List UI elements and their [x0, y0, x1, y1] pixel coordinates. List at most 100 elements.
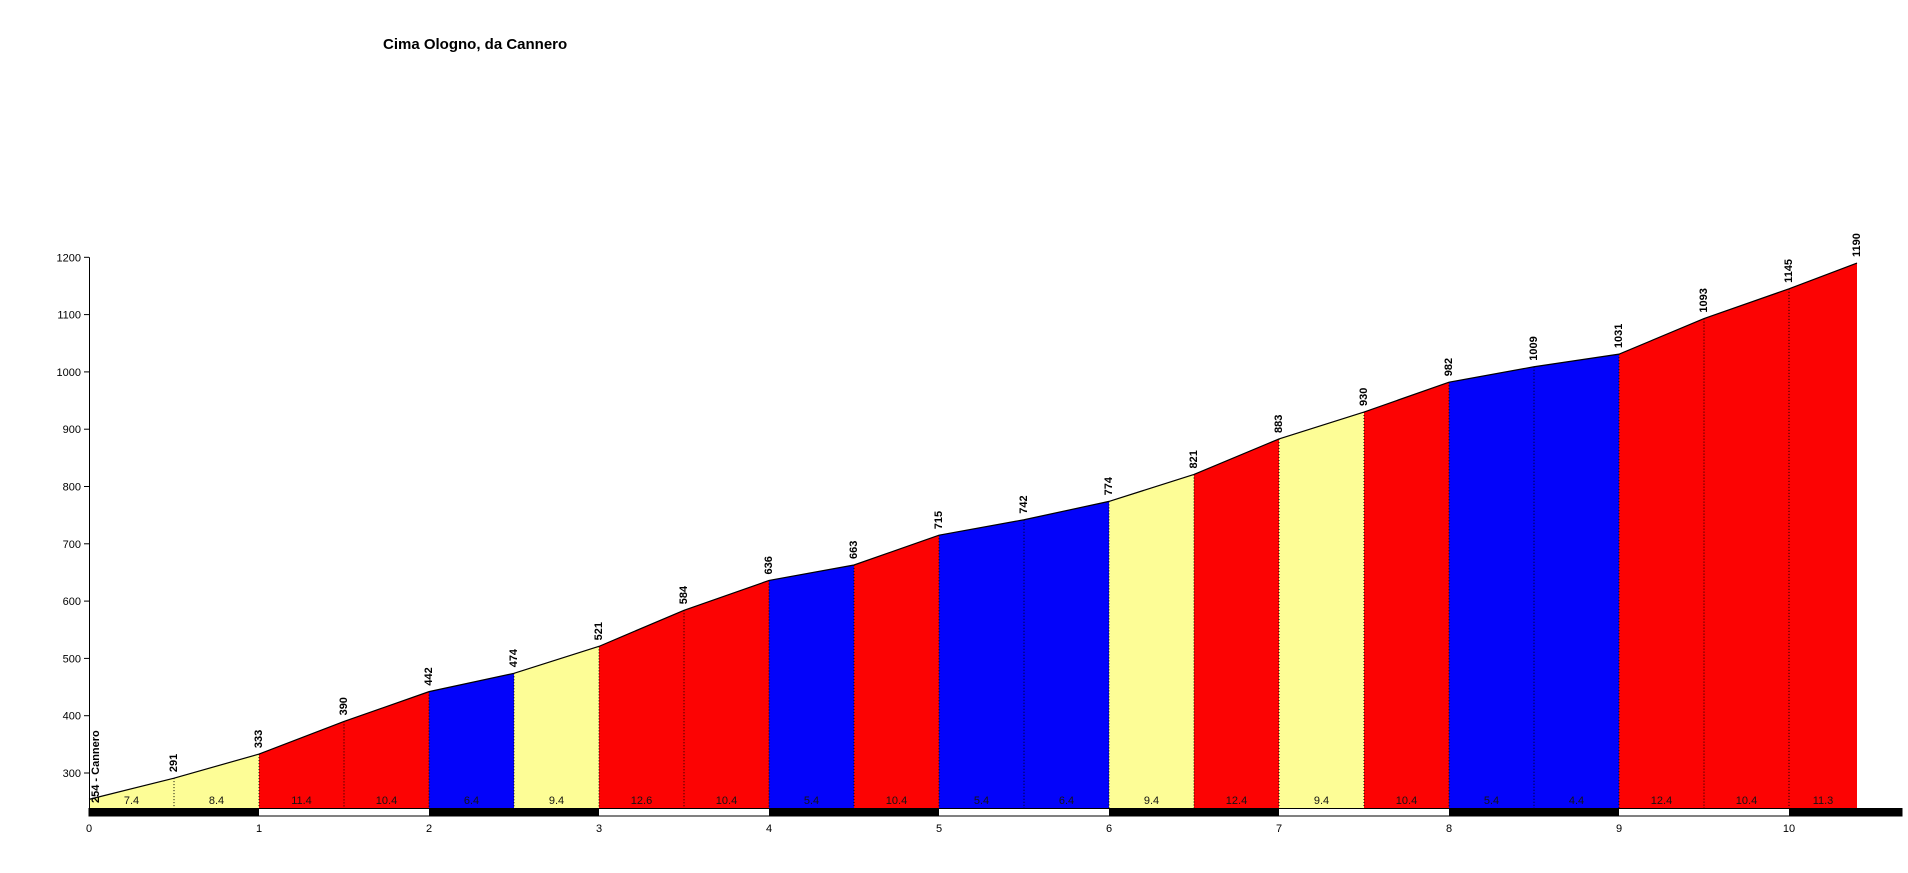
- x-axis-tick-label: 5: [936, 823, 942, 835]
- gradient-label: 12.4: [1651, 795, 1672, 807]
- profile-segment: [429, 673, 514, 808]
- start-elevation-label: 254 - Cannero: [90, 730, 102, 803]
- elevation-label: 883: [1273, 415, 1285, 433]
- profile-segment: [89, 778, 174, 808]
- y-axis-tick-label: 1200: [57, 252, 81, 264]
- elevation-label: 1031: [1613, 324, 1625, 348]
- gradient-label: 5.4: [1484, 795, 1499, 807]
- elevation-label: 291: [168, 754, 180, 772]
- gradient-label: 10.4: [376, 795, 397, 807]
- profile-segment: [1109, 474, 1194, 808]
- profile-segment: [1194, 438, 1279, 808]
- gradient-label: 6.4: [464, 795, 479, 807]
- elevation-label: 821: [1188, 450, 1200, 468]
- profile-segment: [939, 519, 1024, 808]
- gradient-label: 5.4: [804, 795, 819, 807]
- x-axis-tick-label: 6: [1106, 823, 1112, 835]
- y-axis-tick-label: 400: [63, 711, 81, 723]
- x-axis-tick-label: 8: [1446, 823, 1452, 835]
- y-axis-tick-label: 900: [63, 424, 81, 436]
- y-axis-tick-label: 1000: [57, 367, 81, 379]
- profile-segment: [1364, 382, 1449, 808]
- elevation-label: 474: [508, 648, 520, 667]
- elevation-label: 1009: [1528, 336, 1540, 360]
- profile-segment: [1789, 263, 1857, 808]
- profile-segment: [599, 610, 684, 808]
- elevation-label: 636: [763, 556, 775, 574]
- y-axis-tick-label: 800: [63, 482, 81, 494]
- km-bar-black-segment: [429, 808, 599, 817]
- profile-segment: [514, 646, 599, 808]
- profile-segment: [1704, 288, 1789, 808]
- profile-segment: [174, 754, 259, 808]
- elevation-label: 742: [1018, 495, 1030, 513]
- elevation-label: 521: [593, 622, 605, 640]
- gradient-label: 8.4: [209, 795, 224, 807]
- gradient-label: 7.4: [124, 795, 139, 807]
- elevation-label: 1093: [1698, 288, 1710, 312]
- gradient-label: 12.4: [1226, 795, 1247, 807]
- gradient-label: 5.4: [974, 795, 989, 807]
- y-axis-tick-label: 500: [63, 653, 81, 665]
- chart-title: Cima Ologno, da Cannero: [383, 36, 568, 53]
- profile-segment: [1279, 412, 1364, 808]
- x-axis-tick-label: 4: [766, 823, 772, 835]
- elevation-labels: 254 - Cannero 291 333 390 442 474 521 584 636 663…: [90, 233, 1863, 803]
- profile-segment: [344, 691, 429, 808]
- x-axis-tick-label: 3: [596, 823, 602, 835]
- gradient-label: 6.4: [1059, 795, 1074, 807]
- gradient-label: 12.6: [631, 795, 652, 807]
- y-axis-tick-label: 1100: [57, 310, 81, 322]
- elevation-label: 663: [848, 541, 860, 559]
- y-axis-tick-label: 300: [63, 768, 81, 780]
- x-axis-tick-label: 1: [256, 823, 262, 835]
- km-bar-black-segment: [89, 808, 259, 817]
- km-bar-base: [88, 808, 1903, 817]
- profile-segment: [1619, 318, 1704, 808]
- x-axis: 0 1 2 3 4 5 6 7 8 9 10: [86, 823, 1795, 835]
- profile-outline: [88, 262, 1858, 800]
- x-axis-tick-label: 0: [86, 823, 92, 835]
- profile-segments: [89, 263, 1857, 808]
- gradient-label: 10.4: [886, 795, 907, 807]
- x-axis-tick-label: 7: [1276, 823, 1282, 835]
- elevation-label: 930: [1358, 388, 1370, 406]
- y-axis: 300 400 500 600 700 800 900 1000 1100 1200: [57, 252, 90, 809]
- gradient-label: 4.4: [1569, 795, 1584, 807]
- gradient-label: 11.3: [1813, 795, 1834, 807]
- gradient-label: 9.4: [1144, 795, 1159, 807]
- profile-segment: [1534, 354, 1619, 808]
- elevation-label: 982: [1443, 358, 1455, 376]
- elevation-label: 584: [678, 585, 690, 604]
- profile-segment: [854, 535, 939, 808]
- profile-segment: [769, 565, 854, 808]
- gradient-label: 10.4: [1396, 795, 1417, 807]
- profile-segment: [259, 721, 344, 808]
- elevation-label: 390: [338, 697, 350, 715]
- y-axis-tick-label: 600: [63, 596, 81, 608]
- profile-segment: [1449, 366, 1534, 808]
- elevation-label: 1190: [1851, 233, 1863, 257]
- gradient-labels: 7.4 8.4 11.4 10.4 6.4 9.4 12.6 10.4 5.4 10.4 5.4 6.…: [124, 795, 1833, 807]
- elevation-label: 442: [423, 667, 435, 685]
- x-axis-tick-label: 10: [1783, 823, 1795, 835]
- elevation-label: 333: [253, 730, 265, 748]
- km-bar-black-segment: [1789, 808, 1902, 817]
- elevation-label: 715: [933, 511, 945, 529]
- segment-boundary-lines: [173, 288, 1790, 808]
- km-bar-black-segment: [769, 808, 939, 817]
- km-bar-black-segment: [1109, 808, 1279, 817]
- elevation-label: 774: [1103, 476, 1115, 495]
- profile-segment: [1024, 501, 1109, 808]
- x-axis-tick-label: 9: [1616, 823, 1622, 835]
- y-axis-tick-label: 700: [63, 539, 81, 551]
- gradient-label: 10.4: [716, 795, 737, 807]
- gradient-label: 10.4: [1736, 795, 1757, 807]
- x-axis-tick-label: 2: [426, 823, 432, 835]
- gradient-label: 9.4: [1314, 795, 1329, 807]
- gradient-label: 9.4: [549, 795, 564, 807]
- gradient-label: 11.4: [291, 795, 312, 807]
- km-bar-black-segment: [1449, 808, 1619, 817]
